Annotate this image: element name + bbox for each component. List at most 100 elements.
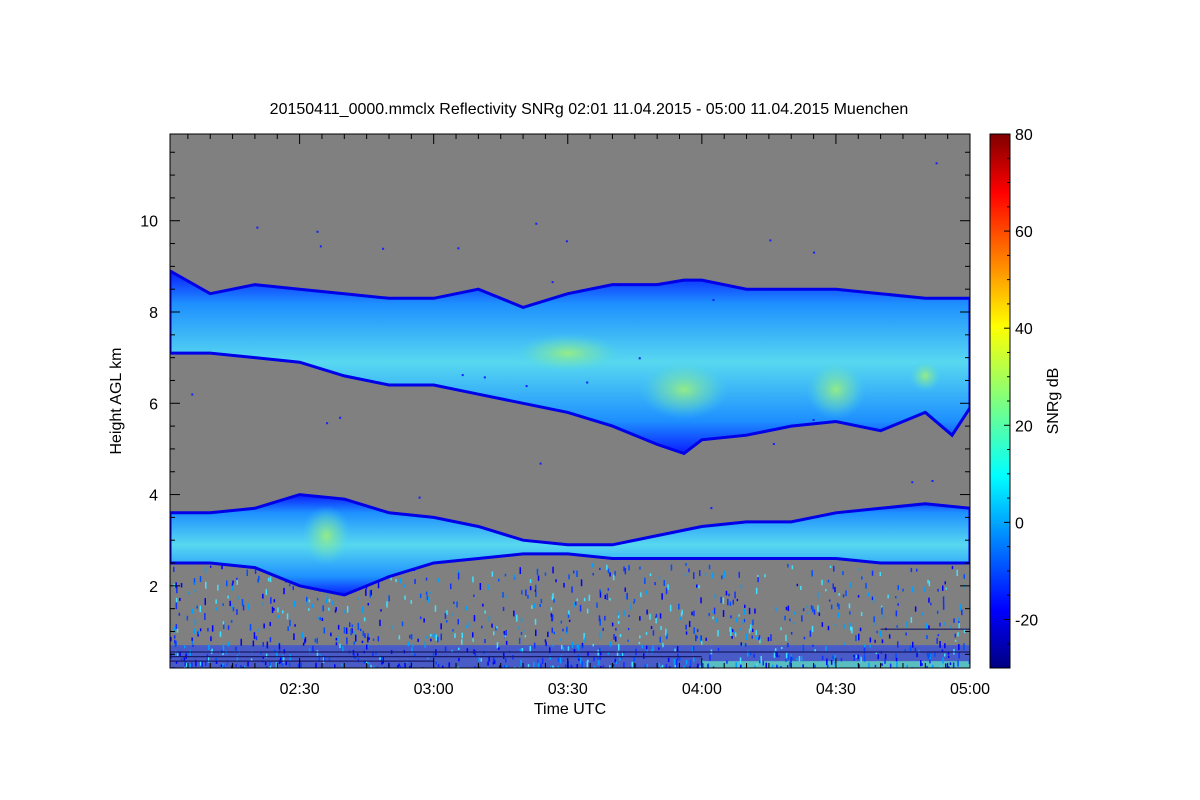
clutter-speck [434,605,437,612]
clutter-speck [222,621,225,625]
clutter-speck [615,628,617,631]
clutter-speck [748,607,751,615]
clutter-speck [599,591,602,598]
clutter-speck [476,666,479,668]
clutter-speck [628,614,630,617]
clutter-speck [525,589,527,596]
clutter-speck [965,667,967,668]
clutter-speck [928,581,931,587]
clutter-speck [419,616,422,620]
clutter-speck [363,660,366,664]
clutter-speck [375,651,377,655]
clutter-speck [529,586,532,591]
clutter-speck [874,664,877,668]
clutter-speck [220,664,223,668]
clutter-speck [552,593,554,598]
clutter-speck [948,666,950,668]
clutter-speck [734,591,736,599]
clutter-speck [304,639,306,644]
clutter-speck [280,657,282,663]
clutter-speck [651,648,653,654]
clutter-speck [521,590,523,595]
clutter-speck [174,639,176,644]
clutter-speck [732,599,734,605]
clutter-speck [550,665,552,668]
clutter-speck [427,656,429,660]
clutter-speck [215,657,217,663]
clutter-speck [731,629,734,633]
clutter-speck [958,651,960,659]
clutter-speck [800,656,803,662]
clutter-speck [170,637,172,642]
clutter-speck [174,626,176,633]
clutter-speck [958,622,960,629]
clutter-speck [836,602,839,607]
clutter-speck [175,602,178,610]
clutter-speck [337,624,340,630]
clutter-speck [540,663,542,668]
clutter-speck [817,592,819,599]
clutter-speck [502,592,504,598]
clutter-speck [488,656,490,662]
clutter-speck [410,600,412,604]
clutter-speck [827,625,830,631]
clutter-speck [432,634,434,637]
clutter-speck [776,652,778,658]
clutter-speck [366,644,369,648]
clutter-speck [624,568,627,575]
clutter-speck [437,636,439,643]
clutter-speck [454,633,456,638]
clutter-speck [743,609,746,615]
y-tick-label: 6 [149,396,158,413]
clutter-speck [437,664,440,668]
clutter-speck [539,604,541,607]
clutter-speck [270,597,272,604]
clutter-speck [798,656,801,662]
clutter-speck [684,573,687,577]
clutter-speck [544,572,547,576]
clutter-speck [592,643,594,647]
clutter-speck [906,664,908,668]
clutter-speck [444,613,447,619]
clutter-speck [267,577,270,582]
clutter-speck [535,584,537,590]
clutter-speck [860,656,862,663]
clutter-speck [597,649,599,656]
clutter-speck [911,586,913,593]
clutter-speck [524,630,526,633]
clutter-speck [434,633,436,639]
y-axis-label: Height AGL km [108,347,125,454]
clutter-speck [920,660,922,667]
clutter-speck [302,642,305,646]
clutter-speck [535,591,537,597]
clutter-speck [278,647,281,654]
clutter-speck [810,605,813,610]
clutter-speck [887,594,889,599]
clutter-speck [465,606,468,611]
clutter-speck [567,614,570,618]
clutter-speck [176,628,179,633]
noise-speck [710,507,713,510]
x-tick-label: 03:00 [414,681,454,698]
clutter-speck [513,574,515,580]
clutter-speck [945,663,947,668]
clutter-speck [639,635,641,639]
clutter-speck [936,610,939,614]
clutter-speck [536,568,539,576]
clutter-speck [430,638,432,642]
clutter-speck [578,658,580,661]
clutter-speck [926,635,928,640]
clutter-speck [568,574,570,580]
clutter-speck [928,652,931,658]
clutter-speck [618,668,620,675]
clutter-speck [630,603,632,610]
noise-speck [935,162,938,165]
clutter-speck [457,572,460,580]
clutter-speck [263,623,265,629]
clutter-speck [881,663,883,666]
clutter-speck [446,620,448,623]
clutter-speck [246,569,248,576]
clutter-speck [689,666,691,668]
clutter-speck [473,615,476,622]
clutter-speck [240,638,242,646]
